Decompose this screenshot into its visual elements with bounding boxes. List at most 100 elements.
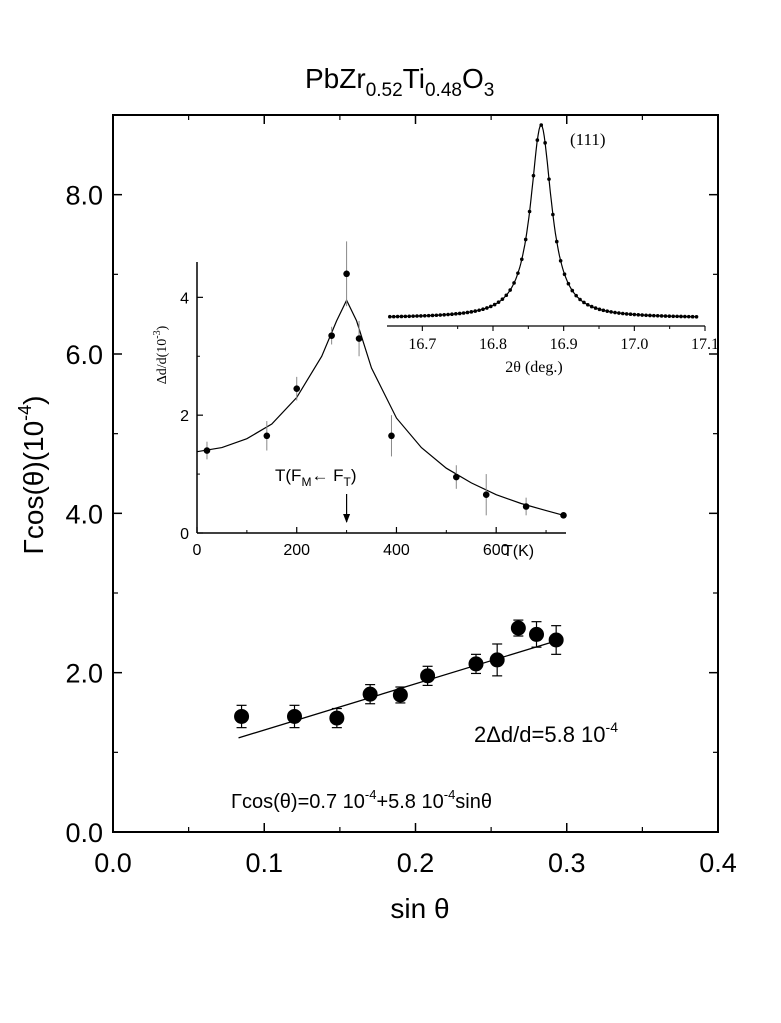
inset2-x-tick-label: 17.1 bbox=[691, 336, 719, 353]
inset2-x-tick-label: 16.7 bbox=[408, 336, 436, 353]
annotation-fit-equation: Γcos(θ)=0.7 10-4+5.8 10-4sinθ bbox=[231, 787, 492, 813]
inset1-tick-labels: 0 200 400 600 0 2 4 bbox=[180, 290, 510, 559]
inset2-marker bbox=[667, 314, 672, 318]
annotation-fit-a: Γcos(θ)=0.7 10 bbox=[231, 791, 365, 813]
y-tick-label: 2.0 bbox=[65, 659, 103, 689]
title-sub-1: 0.52 bbox=[366, 80, 403, 101]
inset2-title: (111) bbox=[570, 130, 606, 149]
inset2-marker bbox=[648, 313, 652, 318]
inset2-x-axis-label: 2θ (deg.) bbox=[505, 359, 562, 376]
inset2-marker bbox=[407, 314, 412, 319]
x-axis-label: sin θ bbox=[390, 893, 449, 924]
inset1-ylabel-exp: -3 bbox=[152, 330, 163, 338]
inset2-marker bbox=[578, 297, 582, 302]
inset2-marker bbox=[679, 314, 683, 319]
inset2-marker bbox=[442, 312, 446, 317]
annotation-delta-d: 2Δd/d=5.8 10-4 bbox=[474, 719, 618, 747]
inset2-marker bbox=[477, 308, 481, 313]
inset2-marker bbox=[500, 297, 505, 301]
inset2-marker bbox=[562, 272, 567, 277]
title-sub-2: 0.48 bbox=[425, 80, 462, 101]
inset1-y-axis-label: Δd/d(10-3) bbox=[152, 325, 170, 384]
inset2-marker bbox=[512, 281, 516, 285]
inset1-marker bbox=[452, 473, 460, 481]
inset1-data-point bbox=[343, 241, 350, 307]
inset2-marker bbox=[473, 309, 478, 313]
inset1-marker bbox=[482, 491, 490, 499]
inset2-marker bbox=[640, 313, 644, 317]
y-axis-label: Γcos(θ)(10-4) bbox=[15, 395, 49, 554]
data-point bbox=[234, 704, 250, 729]
data-point bbox=[510, 619, 526, 637]
inset2-marker bbox=[531, 173, 536, 178]
inset2-marker bbox=[694, 314, 699, 319]
inset2-marker bbox=[671, 314, 676, 319]
inset2-marker bbox=[605, 309, 610, 313]
inset2-marker bbox=[663, 314, 668, 318]
inset1-marker bbox=[522, 503, 530, 510]
inset1-ylabel-close: ) bbox=[155, 325, 170, 330]
inset1-x-tick-label: 200 bbox=[283, 542, 310, 559]
y-tick-label: 6.0 bbox=[65, 340, 103, 370]
inset2-marker bbox=[613, 310, 617, 315]
inset1-ylabel-text: Δd/d(10 bbox=[155, 339, 170, 385]
data-point bbox=[329, 707, 345, 729]
inset2-marker bbox=[434, 313, 439, 318]
inset2-x-tick-label: 17.0 bbox=[620, 336, 648, 353]
inset2-marker bbox=[644, 313, 648, 318]
inset1-arrow-head bbox=[343, 514, 351, 523]
inset1-transition-label: T(FM← FT) bbox=[275, 466, 357, 489]
inset2-marker bbox=[485, 306, 489, 310]
inset2-peak-curve bbox=[389, 124, 697, 318]
inset1-data-point bbox=[293, 376, 301, 401]
inset1-transition-T: T(F bbox=[275, 466, 301, 485]
marker bbox=[489, 652, 505, 668]
inset2-x-tick-label: 16.8 bbox=[479, 336, 507, 353]
inset2-marker bbox=[411, 314, 415, 318]
inset1-data-point bbox=[328, 326, 335, 345]
marker bbox=[548, 632, 564, 648]
title-part-2: Ti bbox=[403, 63, 425, 94]
inset2-marker bbox=[617, 311, 621, 315]
inset2-marker bbox=[675, 314, 679, 319]
inset2-marker bbox=[395, 314, 400, 319]
svg-text:Δd/d(10-3): Δd/d(10-3) bbox=[152, 325, 170, 384]
data-point bbox=[287, 704, 302, 729]
data-point bbox=[420, 665, 436, 687]
y-tick-label: 0.0 bbox=[65, 818, 103, 848]
inset1-marker bbox=[203, 447, 211, 454]
inset1-y-tick-label: 0 bbox=[180, 526, 189, 543]
data-point bbox=[468, 653, 484, 675]
inset2-marker bbox=[628, 312, 633, 317]
inset1-data-point bbox=[388, 415, 395, 457]
inset1-transition-close: ) bbox=[351, 466, 357, 485]
data-point bbox=[489, 643, 505, 677]
inset1-transition-F: F bbox=[328, 466, 343, 485]
marker bbox=[329, 710, 345, 726]
marker bbox=[234, 708, 250, 724]
inset2-marker bbox=[504, 293, 509, 298]
inset2-marker bbox=[601, 308, 606, 313]
chart-title: PbZr0.52Ti0.48O3 bbox=[305, 63, 494, 101]
x-tick-label: 0.2 bbox=[397, 848, 435, 878]
inset1-data-point bbox=[482, 474, 490, 516]
inset2-marker bbox=[558, 259, 563, 263]
inset2-marker bbox=[535, 138, 540, 142]
marker bbox=[468, 656, 484, 672]
inset2-marker bbox=[457, 311, 462, 316]
inset1-data-point bbox=[263, 421, 271, 451]
inset2-marker bbox=[438, 313, 443, 317]
title-sub-3: 3 bbox=[484, 80, 495, 101]
inset2-marker bbox=[419, 314, 423, 318]
inset1-marker bbox=[343, 270, 350, 278]
inset2-marker bbox=[659, 314, 664, 318]
inset2-marker bbox=[652, 313, 656, 318]
main-tick-labels: 0.0 0.1 0.2 0.3 0.4 0.0 2.0 4.0 6.0 8.0 bbox=[65, 181, 736, 878]
annotation-fit-exp1: -4 bbox=[365, 787, 377, 802]
inset2-marker bbox=[686, 314, 691, 319]
inset2-marker bbox=[554, 239, 559, 244]
inset1-data-point bbox=[560, 512, 567, 519]
inset1-transition-arrow: ← bbox=[311, 466, 328, 485]
annotation-fit-b: +5.8 10 bbox=[376, 791, 443, 813]
inset2-marker bbox=[496, 300, 501, 305]
